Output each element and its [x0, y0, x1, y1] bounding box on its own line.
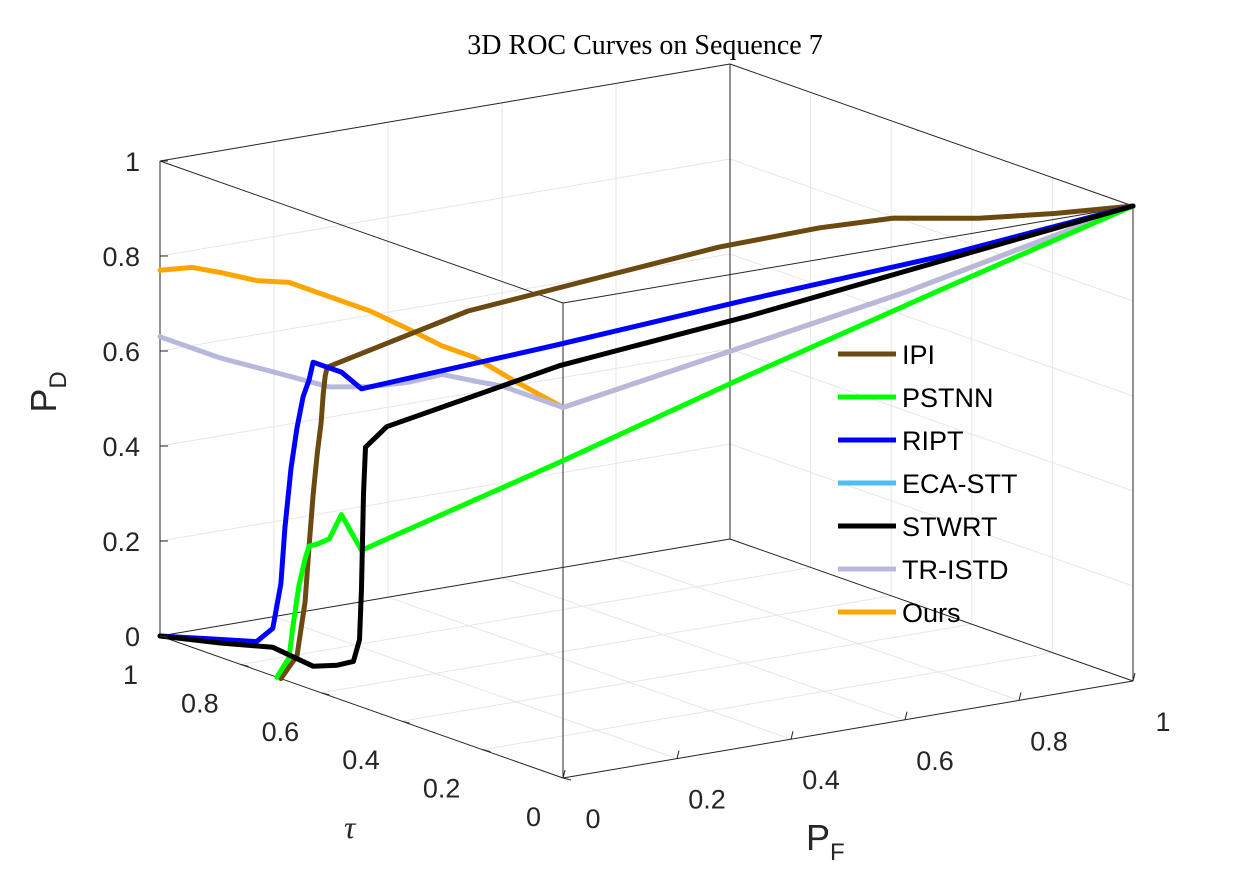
pd-tick-label: 0.2	[102, 527, 140, 557]
tau-tick-mark	[240, 663, 249, 667]
tau-tick-mark	[562, 777, 572, 781]
tau-tick-mark	[321, 692, 330, 696]
legend-label-pstnn: PSTNN	[902, 383, 994, 413]
box-edge	[562, 680, 1134, 779]
grid-line	[482, 652, 1053, 751]
pf-tick-mark	[904, 711, 908, 720]
grid-line	[159, 348, 731, 447]
grid-line	[501, 577, 906, 721]
grid-line	[729, 348, 1134, 492]
series-line-pstnn	[274, 203, 1136, 680]
tau-tick-label: 0.4	[342, 745, 380, 775]
legend-label-ours: Ours	[902, 598, 961, 628]
series-layer	[157, 203, 1136, 682]
legend-label-ipi: IPI	[902, 340, 935, 370]
grid-line	[729, 253, 1134, 397]
grid-line	[401, 623, 972, 722]
tau-tick-label: 0.6	[262, 717, 300, 747]
pd-tick-label: 0	[125, 622, 140, 652]
pd-tick-label: 0.6	[102, 337, 140, 367]
axes-box	[159, 63, 1134, 779]
pf-tick-mark	[1132, 672, 1136, 682]
pf-tick-label: 0.2	[688, 785, 726, 815]
pd-tick-label: 1	[125, 147, 140, 177]
legend-label-eca-stt: ECA-STT	[902, 469, 1018, 499]
box-edge	[159, 635, 564, 779]
box-edge	[562, 205, 1134, 304]
box-edge	[729, 538, 1134, 682]
pf-tick-label: 0	[585, 804, 600, 834]
tau-tick-label: 1	[123, 660, 138, 690]
pf-tick-label: 0.4	[802, 765, 840, 795]
grid-line	[387, 596, 792, 740]
pd-tick-label: 0.8	[102, 242, 140, 272]
tau-tick-label: 0	[526, 802, 541, 832]
series-line-ript	[157, 203, 1136, 645]
pd-tick-label: 0.4	[102, 432, 140, 462]
box-edge	[159, 160, 564, 304]
pf-tick-label: 0.6	[916, 746, 954, 776]
legend: IPI PSTNN RIPT ECA-STT STWRT TR-ISTD Ours	[838, 340, 1018, 628]
chart-title: 3D ROC Curves on Sequence 7	[467, 30, 822, 61]
pf-tick-label: 0.8	[1030, 726, 1068, 756]
tau-axis-label: τ	[344, 809, 357, 845]
grid-line	[240, 566, 811, 665]
tick-labels: 0 0.2 0.4 0.6 0.8 1 0 0.2 0.4 0.6 0.8 1 0 0.2 0.4 0.6 0.…	[102, 147, 1170, 834]
legend-label-stwrt: STWRT	[902, 512, 998, 542]
tau-tick-mark	[401, 720, 410, 724]
grid-line	[321, 595, 892, 694]
box-edge	[729, 63, 1134, 207]
tau-tick-mark	[482, 749, 491, 753]
series-line-stwrt	[157, 203, 1136, 669]
grid-line	[729, 443, 1134, 587]
grid-line	[159, 443, 731, 542]
grid-line	[273, 616, 678, 760]
box-edge	[159, 538, 731, 637]
pf-tick-mark	[1018, 692, 1022, 701]
pf-axis-label: PF	[806, 817, 845, 866]
pf-tick-mark	[676, 750, 680, 759]
legend-label-ript: RIPT	[902, 426, 964, 456]
grid-line	[159, 158, 731, 257]
tau-tick-mark	[159, 635, 169, 639]
pf-tick-label: 1	[1155, 707, 1170, 737]
pf-tick-mark	[562, 769, 566, 779]
legend-label-tr-istd: TR-ISTD	[902, 555, 1008, 585]
tau-tick-label: 0.8	[181, 688, 219, 718]
grid-line	[729, 158, 1134, 302]
series-line-tr-istd	[157, 203, 1136, 410]
tau-tick-label: 0.2	[423, 774, 461, 804]
grid-line	[615, 557, 1020, 701]
pf-tick-mark	[790, 731, 794, 740]
box-edge	[159, 63, 731, 162]
pd-axis-label: PD	[23, 371, 72, 412]
series-line-ipi	[278, 203, 1136, 682]
